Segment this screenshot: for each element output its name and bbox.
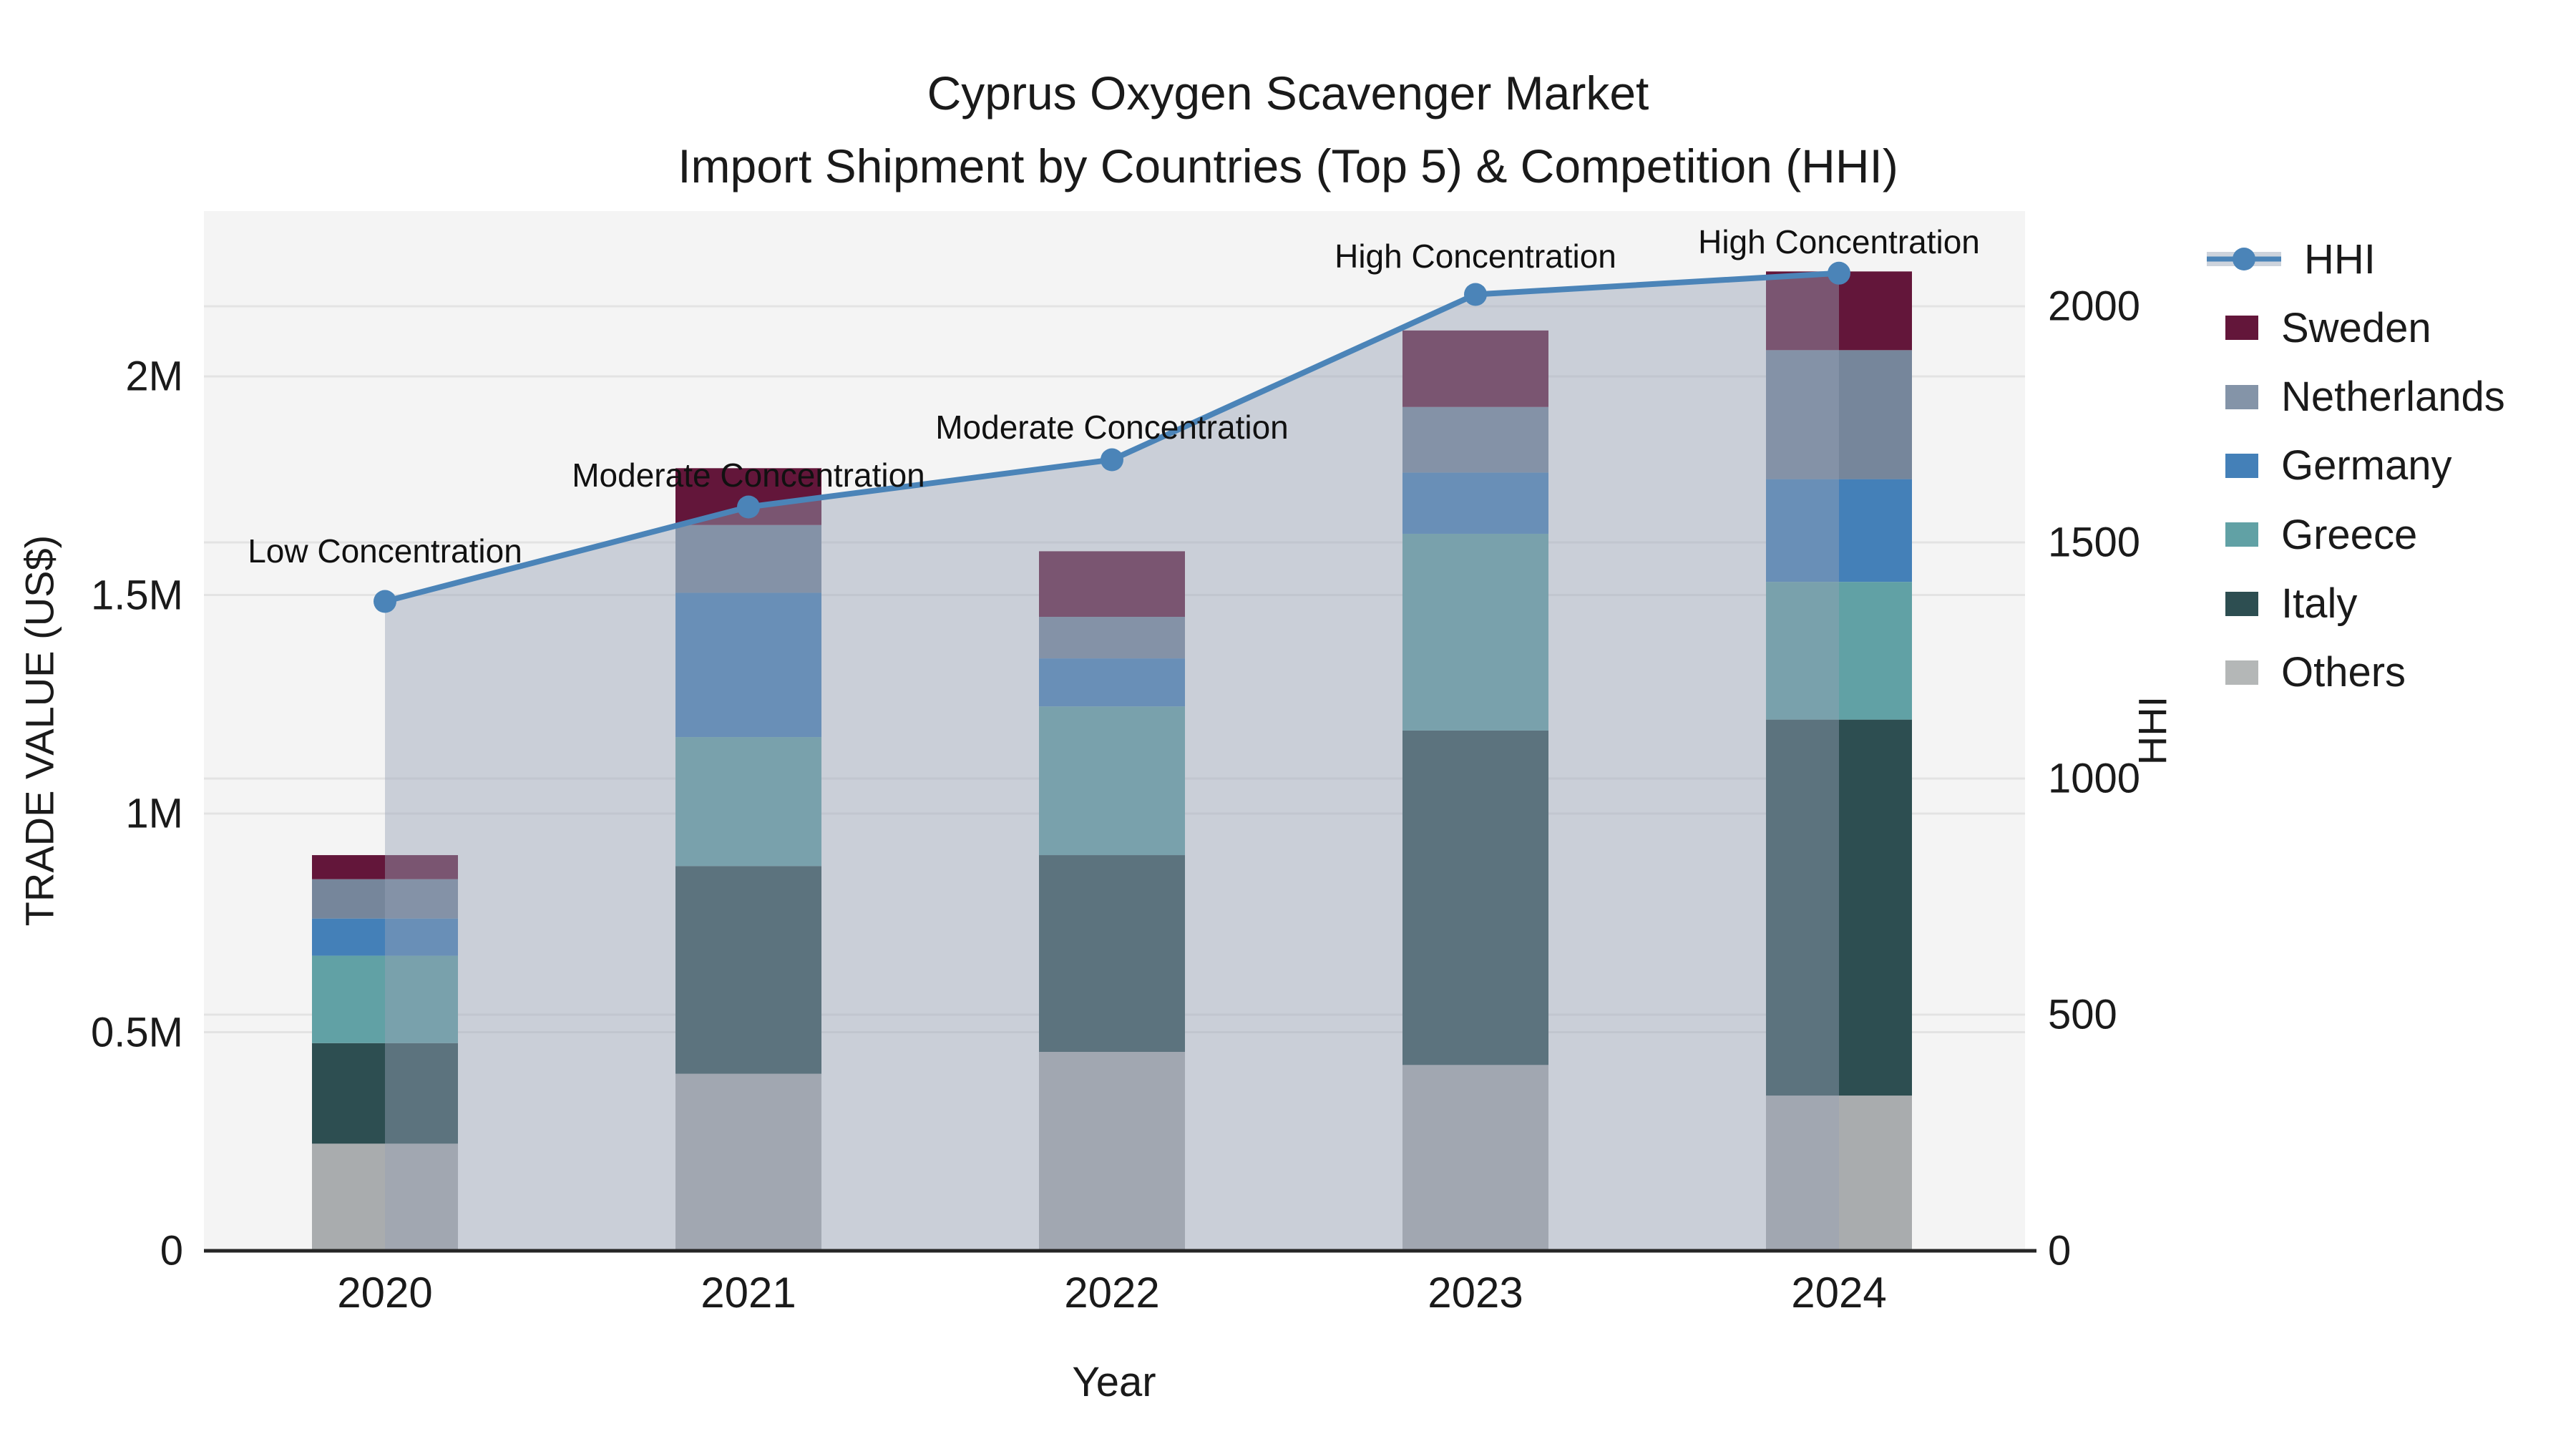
bar-segment-germany-2022 [1039, 658, 1185, 707]
y-left-tick-1.5M: 1.5M [91, 572, 183, 618]
legend-label-sweden: Sweden [2281, 304, 2431, 351]
bar-segment-others-2022 [1039, 1051, 1185, 1251]
hhi-marker-2022 [1101, 448, 1123, 472]
bar-segment-italy-2021 [675, 866, 821, 1074]
annotation-2020: Low Concentration [248, 532, 522, 570]
legend-label-greece: Greece [2281, 511, 2418, 558]
bar-segment-italy-2022 [1039, 855, 1185, 1052]
legend-swatch-sweden [2225, 316, 2258, 341]
annotation-2022: Moderate Concentration [935, 409, 1289, 446]
legend-swatch-greece [2225, 522, 2258, 547]
legend-item-others: Others [2207, 638, 2406, 707]
bar-segment-greece-2023 [1402, 533, 1548, 731]
legend-swatch-netherlands [2225, 384, 2258, 409]
y-right-tick-500: 500 [2048, 991, 2117, 1038]
annotation-2023: High Concentration [1335, 238, 1616, 275]
bar-segment-greece-2024 [1766, 582, 1912, 720]
legend-item-italy: Italy [2207, 570, 2357, 638]
annotation-2024: High Concentration [1698, 223, 1980, 260]
legend-label-italy: Italy [2281, 580, 2358, 627]
legend-swatch-germany [2225, 453, 2258, 478]
bar-segment-others-2023 [1402, 1065, 1548, 1251]
bar-segment-netherlands-2022 [1039, 617, 1185, 659]
bar-segment-others-2024 [1766, 1096, 1912, 1251]
legend-item-germany: Germany [2207, 431, 2452, 500]
bar-segment-netherlands-2021 [675, 525, 821, 593]
bar-segment-greece-2021 [675, 737, 821, 867]
annotation-2021: Moderate Concentration [572, 457, 925, 494]
y-right-tick-0: 0 [2048, 1227, 2072, 1274]
bar-segment-greece-2022 [1039, 706, 1185, 856]
legend-label-germany: Germany [2281, 442, 2452, 489]
hhi-line-legend-icon [2207, 248, 2281, 270]
y-right-tick-1000: 1000 [2048, 755, 2141, 802]
bar-segment-germany-2024 [1766, 479, 1912, 582]
bar-segment-germany-2021 [675, 592, 821, 738]
bar-segment-germany-2023 [1402, 472, 1548, 534]
legend-item-greece: Greece [2207, 500, 2417, 569]
chart-title-line-1: Cyprus Oxygen Scavenger Market [927, 67, 1649, 119]
y-left-tick-1M: 1M [125, 790, 183, 837]
legend-label-netherlands: Netherlands [2281, 374, 2505, 421]
y-right-tick-2000: 2000 [2048, 283, 2141, 330]
y-left-tick-0.5M: 0.5M [91, 1009, 183, 1055]
legend-item-hhi: HHI [2207, 225, 2376, 293]
chart-title-line-2: Import Shipment by Countries (Top 5) & C… [678, 140, 1898, 192]
bar-segment-sweden-2022 [1039, 551, 1185, 618]
legend-item-sweden: Sweden [2207, 293, 2431, 362]
bar-segment-greece-2020 [312, 955, 458, 1043]
x-tick-2022: 2022 [1064, 1269, 1160, 1317]
legend-label-others: Others [2281, 649, 2406, 696]
bar-segment-italy-2023 [1402, 730, 1548, 1065]
x-tick-2020: 2020 [337, 1269, 433, 1317]
bar-segment-netherlands-2024 [1766, 350, 1912, 479]
x-axis-title: Year [1072, 1359, 1156, 1405]
x-tick-2023: 2023 [1428, 1269, 1523, 1317]
bar-segment-others-2021 [675, 1073, 821, 1251]
bar-segment-italy-2024 [1766, 719, 1912, 1096]
bar-segment-sweden-2023 [1402, 330, 1548, 407]
bar-segment-others-2020 [312, 1143, 458, 1251]
bar-segment-germany-2020 [312, 918, 458, 956]
y-left-tick-2M: 2M [125, 353, 183, 400]
bar-segment-sweden-2020 [312, 855, 458, 879]
x-tick-2024: 2024 [1791, 1269, 1887, 1317]
bar-segment-netherlands-2023 [1402, 406, 1548, 473]
legend-item-netherlands: Netherlands [2207, 363, 2505, 431]
bar-segment-italy-2020 [312, 1043, 458, 1144]
chart-title: Cyprus Oxygen Scavenger Market Import Sh… [0, 66, 2576, 193]
hhi-marker-2023 [1464, 283, 1487, 306]
legend-label-hhi: HHI [2304, 235, 2376, 283]
hhi-legend-marker [2233, 248, 2255, 270]
legend-swatch-italy [2225, 591, 2258, 616]
hhi-marker-2021 [737, 495, 760, 519]
y-left-tick-0: 0 [160, 1227, 183, 1274]
hhi-marker-2020 [374, 590, 396, 613]
x-tick-2021: 2021 [701, 1269, 796, 1317]
legend-swatch-others [2225, 660, 2258, 685]
y-right-tick-1500: 1500 [2048, 519, 2141, 566]
bar-segment-netherlands-2020 [312, 879, 458, 919]
hhi-marker-2024 [1828, 261, 1850, 285]
